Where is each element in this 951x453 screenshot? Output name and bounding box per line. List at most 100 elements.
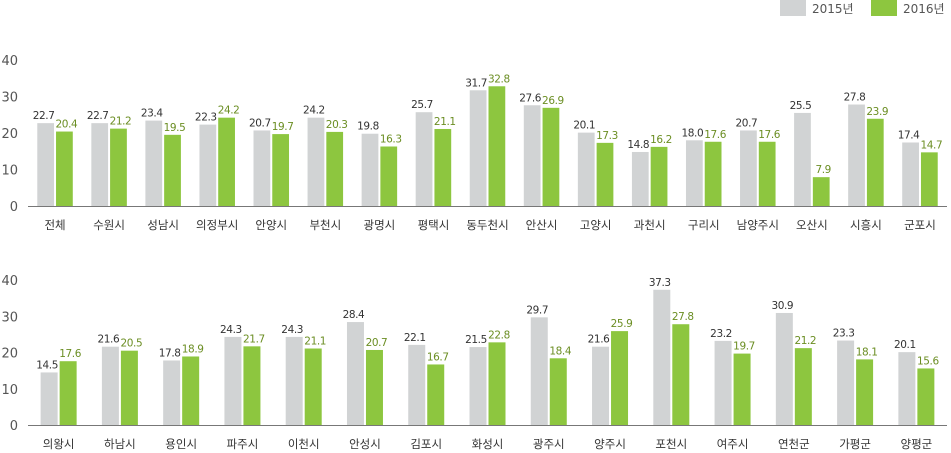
bar-2016 xyxy=(758,141,776,206)
bar-2016 xyxy=(794,348,812,425)
x-category-label: 광주시 xyxy=(533,437,565,451)
bar-2015 xyxy=(408,344,426,425)
bar-value-label: 19.5 xyxy=(164,122,186,134)
bar-2016 xyxy=(56,131,73,206)
x-category-label: 화성시 xyxy=(472,437,504,451)
bar-value-label: 23.2 xyxy=(710,328,732,340)
bar-2015 xyxy=(37,123,55,206)
bar-2016 xyxy=(380,146,398,206)
x-category-label: 김포시 xyxy=(410,437,442,451)
bar-value-label: 22.7 xyxy=(33,110,55,122)
bar-value-label: 20.1 xyxy=(573,120,595,132)
bar-2016 xyxy=(182,356,200,425)
bar-2015 xyxy=(653,289,671,425)
bar-2015 xyxy=(361,133,379,206)
bar-value-label: 25.5 xyxy=(790,100,812,112)
bar-2016 xyxy=(110,128,127,206)
y-tick-label: 0 xyxy=(10,419,18,434)
bar-2016 xyxy=(488,342,506,425)
bar-value-label: 18.1 xyxy=(856,346,878,358)
bar-value-label: 15.6 xyxy=(917,355,939,367)
x-category-label: 광명시 xyxy=(364,218,396,232)
x-category-label: 구리시 xyxy=(688,218,720,232)
bar-2016 xyxy=(917,368,935,425)
bar-value-label: 20.5 xyxy=(121,338,143,350)
bar-2015 xyxy=(346,322,364,425)
x-category-label: 이천시 xyxy=(288,437,320,451)
bar-value-label: 19.7 xyxy=(733,341,755,353)
y-tick-label: 30 xyxy=(1,91,18,106)
y-tick-label: 10 xyxy=(1,164,18,179)
x-category-label: 평택시 xyxy=(418,218,450,232)
bar-2016 xyxy=(326,131,344,206)
bar-2016 xyxy=(704,141,722,206)
bar-value-label: 27.6 xyxy=(519,92,541,104)
bar-value-label: 17.3 xyxy=(596,130,618,142)
bar-2015 xyxy=(469,90,487,206)
bar-value-label: 18.4 xyxy=(549,345,571,357)
bar-value-label: 17.6 xyxy=(758,129,780,141)
bar-value-label: 23.9 xyxy=(866,106,888,118)
bar-value-label: 37.3 xyxy=(649,277,671,289)
bar-2015 xyxy=(898,352,916,425)
x-category-label: 의왕시 xyxy=(43,437,75,451)
bar-2016 xyxy=(434,128,452,206)
bar-2015 xyxy=(101,346,119,425)
x-category-label: 포천시 xyxy=(655,437,687,451)
y-tick-label: 0 xyxy=(10,200,18,215)
legend-label-2015: 2015년 xyxy=(812,2,854,16)
bar-value-label: 20.4 xyxy=(56,119,78,131)
bar-2016 xyxy=(218,117,235,206)
bar-value-label: 23.4 xyxy=(141,108,163,120)
x-category-label: 양주시 xyxy=(594,437,626,451)
bar-2016 xyxy=(672,324,690,425)
bar-value-label: 16.3 xyxy=(380,134,402,146)
y-tick-label: 40 xyxy=(1,274,18,289)
bar-value-label: 14.8 xyxy=(627,139,649,151)
bar-value-label: 18.9 xyxy=(182,343,204,355)
bar-value-label: 27.8 xyxy=(844,92,866,104)
bar-value-label: 17.6 xyxy=(59,348,81,360)
x-category-label: 양평군 xyxy=(900,437,932,451)
bar-value-label: 21.2 xyxy=(794,335,816,347)
bar-2015 xyxy=(40,372,58,425)
x-category-label: 용인시 xyxy=(165,437,197,451)
bar-2015 xyxy=(145,120,163,206)
bar-value-label: 16.2 xyxy=(650,134,672,146)
bar-value-label: 21.6 xyxy=(98,334,120,346)
bar-value-label: 24.3 xyxy=(220,324,242,336)
bar-2016 xyxy=(650,146,668,206)
y-tick-label: 40 xyxy=(1,54,18,69)
bar-2016 xyxy=(488,86,506,206)
bar-value-label: 30.9 xyxy=(771,300,793,312)
bar-2016 xyxy=(164,134,181,206)
bar-value-label: 25.7 xyxy=(411,99,433,111)
bar-2015 xyxy=(794,112,811,206)
y-tick-label: 20 xyxy=(1,347,18,362)
bar-2015 xyxy=(848,104,865,206)
bar-value-label: 20.7 xyxy=(366,337,388,349)
bar-value-label: 21.1 xyxy=(304,336,326,348)
x-category-label: 동두천시 xyxy=(466,218,508,232)
x-category-label: 안성시 xyxy=(349,437,381,451)
x-category-label: 의정부시 xyxy=(196,218,238,232)
bar-2015 xyxy=(714,340,732,425)
bar-2016 xyxy=(59,361,77,425)
bar-2016 xyxy=(365,349,383,425)
bar-value-label: 22.3 xyxy=(195,112,217,124)
bar-2016 xyxy=(304,348,322,425)
bar-2015 xyxy=(307,117,325,206)
bar-value-label: 21.6 xyxy=(588,334,610,346)
bar-value-label: 29.7 xyxy=(526,304,548,316)
x-category-label: 안양시 xyxy=(255,218,287,232)
x-category-label: 부천시 xyxy=(309,218,341,232)
x-category-label: 파주시 xyxy=(227,437,259,451)
bar-2016 xyxy=(243,346,261,425)
bar-value-label: 24.3 xyxy=(281,324,303,336)
bar-2015 xyxy=(253,130,271,206)
x-category-label: 연천군 xyxy=(778,437,810,451)
bar-value-label: 22.7 xyxy=(87,110,109,122)
bar-2015 xyxy=(837,340,855,425)
